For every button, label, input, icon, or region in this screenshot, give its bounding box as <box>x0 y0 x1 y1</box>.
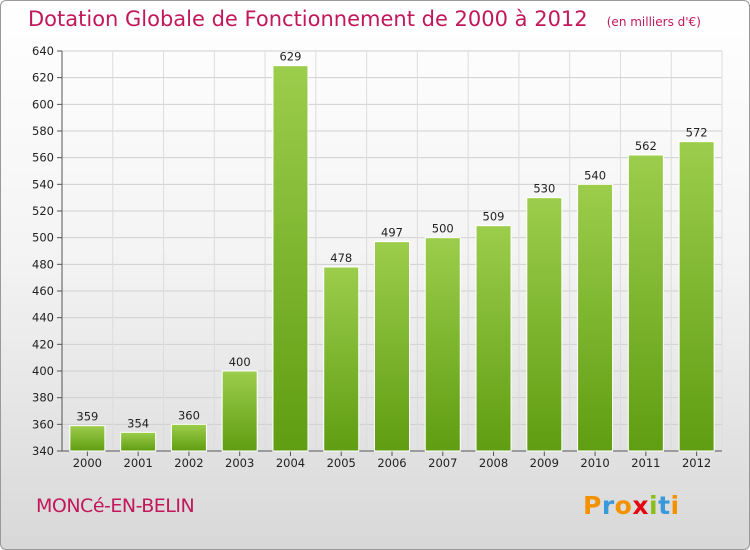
x-tick-label: 2008 <box>479 456 508 470</box>
data-label: 354 <box>127 416 149 430</box>
data-label: 360 <box>178 408 200 422</box>
data-label: 400 <box>229 355 251 369</box>
bars <box>69 65 715 452</box>
bar <box>69 425 106 452</box>
bar <box>221 370 258 452</box>
bar <box>374 241 410 452</box>
logo-letter: i <box>670 491 680 520</box>
y-tick-label: 600 <box>32 97 54 111</box>
data-label: 497 <box>381 226 403 240</box>
bar <box>526 197 563 452</box>
y-tick-label: 620 <box>32 71 54 85</box>
commune-name: MONCé-EN-BELIN <box>36 495 195 517</box>
logo-letter: r <box>601 491 615 520</box>
y-tick-label: 340 <box>32 444 54 458</box>
x-tick-label: 2004 <box>276 456 305 470</box>
data-label: 509 <box>483 210 505 224</box>
y-tick-label: 560 <box>32 151 54 165</box>
data-label: 359 <box>76 410 98 424</box>
bar <box>424 237 461 452</box>
data-label: 562 <box>635 139 657 153</box>
logo-letter: P <box>583 491 602 520</box>
y-tick-label: 480 <box>32 257 54 271</box>
bar <box>627 154 664 452</box>
y-tick-label: 640 <box>32 44 54 58</box>
chart-title: Dotation Globale de Fonctionnement de 20… <box>28 7 588 31</box>
x-tick-label: 2012 <box>682 456 711 470</box>
y-tick-label: 580 <box>32 124 54 138</box>
y-tick-label: 360 <box>32 417 54 431</box>
y-tick-label: 380 <box>32 391 54 405</box>
bar <box>678 141 715 452</box>
x-tick-label: 2001 <box>124 456 153 470</box>
labels: 359 354 360 400 629 478 497 500 509 530 540 562 572 <box>76 50 707 431</box>
x-tick-label: 2011 <box>631 456 660 470</box>
x-tick-label: 2009 <box>530 456 559 470</box>
y-tick-label: 400 <box>32 364 54 378</box>
data-label: 530 <box>533 182 555 196</box>
data-label: 572 <box>686 126 708 140</box>
y-tick-label: 500 <box>32 231 54 245</box>
logo-letter: t <box>658 491 671 520</box>
bar <box>170 423 207 452</box>
data-label: 500 <box>432 222 454 236</box>
bar <box>577 183 614 452</box>
logo-letter: x <box>632 491 649 520</box>
data-label: 540 <box>584 168 606 182</box>
logo-letter: o <box>614 491 633 520</box>
proxiti-logo: Proxiti <box>583 491 680 520</box>
y-tick-label: 520 <box>32 204 54 218</box>
chart-subtitle: (en milliers d'€) <box>606 15 701 29</box>
x-tick-label: 2003 <box>225 456 254 470</box>
x-tick-label: 2007 <box>428 456 457 470</box>
title-row: Dotation Globale de Fonctionnement de 20… <box>28 7 701 31</box>
bar <box>323 266 360 452</box>
data-label: 478 <box>330 251 352 265</box>
y-tick-label: 540 <box>32 177 54 191</box>
x-tick-label: 2010 <box>580 456 609 470</box>
bar <box>120 431 157 452</box>
bar <box>475 225 512 452</box>
bar <box>272 65 309 452</box>
y-tick-label: 440 <box>32 311 54 325</box>
x-tick-label: 2000 <box>73 456 102 470</box>
x-tick-label: 2002 <box>174 456 203 470</box>
y-tick-label: 460 <box>32 284 54 298</box>
x-tick-label: 2006 <box>377 456 406 470</box>
x-tick-label: 2005 <box>327 456 356 470</box>
axes: 340 360 380 400 420 440 460 480 500 520 540 560 580 6… <box>32 44 722 470</box>
logo-letter: i <box>649 491 659 520</box>
data-label: 629 <box>279 50 301 64</box>
y-tick-label: 420 <box>32 337 54 351</box>
